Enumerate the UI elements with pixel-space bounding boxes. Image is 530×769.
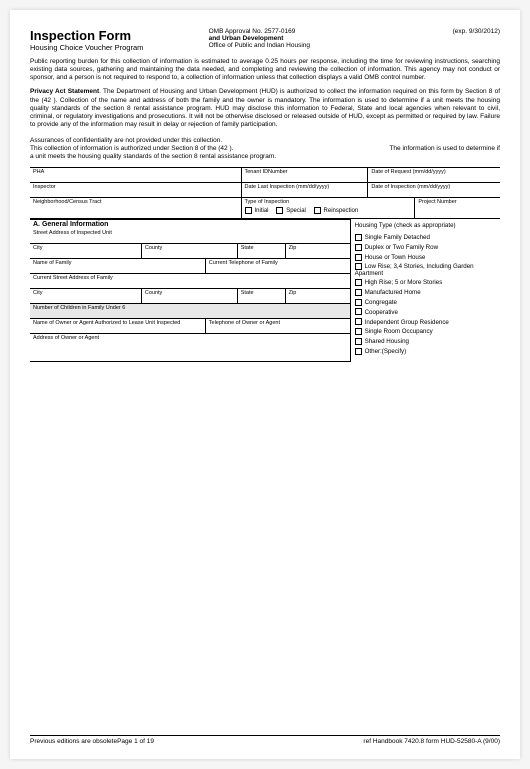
housing-opt[interactable]: Duplex or Two Family Row: [355, 243, 496, 253]
expiration: (exp. 9/30/2012): [406, 28, 500, 35]
privacy-title: Privacy Act Statement: [30, 88, 99, 95]
main-table: PHA Tenant IDNumber Date of Request (mm/…: [30, 167, 500, 219]
housing-opt[interactable]: Cooperative: [355, 308, 496, 318]
field-date-request[interactable]: Date of Request (mm/dd/yyyy): [368, 168, 500, 182]
housing-opt[interactable]: Manufactured Home: [355, 288, 496, 298]
header-left: Inspection Form Housing Choice Voucher P…: [30, 28, 180, 52]
field-state[interactable]: State: [238, 244, 286, 258]
field-tenant-id[interactable]: Tenant IDNumber: [242, 168, 369, 182]
field-county[interactable]: County: [142, 244, 238, 258]
privacy-text: . The Department of Housing and Urban De…: [30, 88, 500, 128]
field-zip[interactable]: Zip: [286, 244, 350, 258]
section-a-title: A. General Information: [30, 219, 350, 229]
form-subtitle: Housing Choice Voucher Program: [30, 43, 180, 52]
housing-opt[interactable]: Independent Group Residence: [355, 318, 496, 328]
reporting-burden-text: Public reporting burden for this collect…: [30, 58, 500, 82]
footer: Previous editions are obsoletePage 1 of …: [30, 735, 500, 745]
field-type-inspection: Type of Inspection Initial Special Reins…: [242, 198, 416, 218]
field-children-count[interactable]: Number of Children in Family Under 6: [30, 304, 350, 318]
assurance-line1: Assurances of confidentiality are not pr…: [30, 137, 500, 145]
field-city2[interactable]: City: [30, 289, 142, 303]
privacy-statement: Privacy Act Statement. The Department of…: [30, 88, 500, 129]
omb-number: OMB Approval No. 2577-0169: [209, 28, 378, 35]
form-page: Inspection Form Housing Choice Voucher P…: [10, 10, 520, 759]
section-a-left: A. General Information Street Address of…: [30, 219, 350, 362]
housing-opt[interactable]: Single Family Detached: [355, 233, 496, 243]
assurance-block: Assurances of confidentiality are not pr…: [30, 137, 500, 161]
field-family-address[interactable]: Current Street Address of Family: [30, 274, 350, 288]
assurance-line2: This collection of information is author…: [30, 145, 233, 153]
field-pha[interactable]: PHA: [30, 168, 242, 182]
assurance-line4: a unit meets the housing quality standar…: [30, 153, 500, 161]
housing-opt[interactable]: House or Town House: [355, 253, 496, 263]
checkbox-initial[interactable]: Initial: [245, 207, 269, 214]
field-owner-name[interactable]: Name of Owner or Agent Authorized to Lea…: [30, 319, 206, 333]
field-family-name[interactable]: Name of Family: [30, 259, 206, 273]
footer-left: Previous editions are obsoletePage 1 of …: [30, 738, 154, 745]
housing-type-title: Housing Type (check as appropriate): [355, 221, 496, 231]
field-date-last[interactable]: Date Last Inspection (mm/dd/yyyy): [242, 183, 369, 197]
housing-opt[interactable]: Congregate: [355, 298, 496, 308]
assurance-line3: The information is used to determine if: [389, 145, 500, 153]
field-family-phone[interactable]: Current Telephone of Family: [206, 259, 350, 273]
office: Office of Public and Indian Housing: [209, 42, 378, 49]
housing-type-panel: Housing Type (check as appropriate) Sing…: [350, 219, 500, 362]
field-inspector[interactable]: Inspector: [30, 183, 242, 197]
field-street-address[interactable]: Street Address of Inspected Unit: [30, 229, 350, 243]
field-zip2[interactable]: Zip: [286, 289, 350, 303]
footer-right: ref Handbook 7420.8 form HUD-52580-A (9/…: [363, 738, 500, 745]
housing-opt[interactable]: Shared Housing: [355, 337, 496, 347]
field-owner-address[interactable]: Address of Owner or Agent: [30, 334, 350, 361]
field-city[interactable]: City: [30, 244, 142, 258]
checkbox-special[interactable]: Special: [276, 207, 306, 214]
checkbox-reinspection[interactable]: Reinspection: [314, 207, 359, 214]
field-date-inspection[interactable]: Date of Inspection (mm/dd/yyyy): [368, 183, 500, 197]
field-state2[interactable]: State: [238, 289, 286, 303]
field-neighborhood[interactable]: Neighborhood/Census Tract: [30, 198, 242, 218]
field-county2[interactable]: County: [142, 289, 238, 303]
form-title: Inspection Form: [30, 28, 180, 43]
field-owner-phone[interactable]: Telephone of Owner or Agent: [206, 319, 350, 333]
housing-opt[interactable]: High Rise; 5 or More Stories: [355, 278, 496, 288]
department: and Urban Development: [209, 35, 378, 42]
header: Inspection Form Housing Choice Voucher P…: [30, 28, 500, 52]
row-pha: PHA Tenant IDNumber Date of Request (mm/…: [30, 168, 500, 183]
row-neighborhood: Neighborhood/Census Tract Type of Inspec…: [30, 198, 500, 219]
housing-opt[interactable]: Low Rise; 3,4 Stories, Including Garden …: [355, 263, 496, 278]
row-inspector: Inspector Date Last Inspection (mm/dd/yy…: [30, 183, 500, 198]
header-center: OMB Approval No. 2577-0169 and Urban Dev…: [209, 28, 378, 52]
housing-opt[interactable]: Other:(Specify): [355, 347, 496, 357]
section-a: A. General Information Street Address of…: [30, 219, 500, 362]
housing-opt[interactable]: Single Room Occupancy: [355, 327, 496, 337]
header-right: (exp. 9/30/2012): [406, 28, 500, 52]
field-project-number[interactable]: Project Number: [415, 198, 500, 218]
